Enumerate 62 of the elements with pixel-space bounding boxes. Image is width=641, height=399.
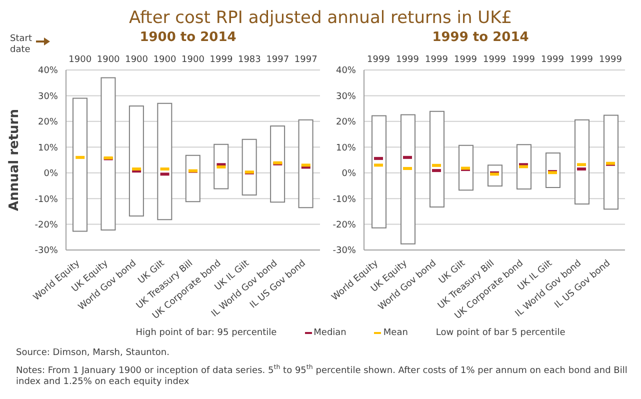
- bar: [157, 102, 172, 220]
- text: 1900: [96, 55, 120, 65]
- bar: [430, 110, 444, 208]
- text: 1999: [425, 55, 448, 65]
- text: 1999: [210, 55, 233, 65]
- y-tick-label: 10%: [336, 143, 356, 154]
- bar: [72, 98, 88, 232]
- bar: [185, 154, 200, 202]
- bar: [298, 119, 314, 208]
- text: 1999: [599, 55, 622, 65]
- bar: [270, 126, 286, 203]
- bar: [372, 115, 386, 228]
- legend-label: Median: [312, 328, 346, 340]
- y-tick-label: 30%: [336, 92, 356, 102]
- text: 1900: [182, 55, 205, 65]
- y-tick-label: -30%: [34, 246, 58, 256]
- bar: [100, 77, 116, 230]
- text: 1997: [266, 55, 290, 65]
- bar: [574, 119, 590, 204]
- y-tick-label: 0%: [44, 169, 58, 180]
- bar: [242, 138, 257, 196]
- text: 1999: [396, 55, 420, 65]
- y-tick-label: -10%: [332, 194, 356, 205]
- text: 1997: [294, 55, 318, 65]
- bar: [546, 152, 560, 188]
- y-tick-label: -30%: [332, 246, 356, 256]
- text: 1999: [483, 55, 506, 65]
- text: 1999: [512, 55, 536, 65]
- y-tick-label: -20%: [332, 220, 356, 230]
- y-tick-label: -20%: [34, 220, 58, 230]
- chart-subtitle: 1900 to 2014: [140, 30, 236, 45]
- y-tick-label: 10%: [38, 143, 58, 154]
- legend-label: Mean: [382, 328, 408, 340]
- bar: [604, 114, 618, 210]
- text: 1900: [125, 55, 148, 65]
- bar: [214, 144, 229, 190]
- y-tick-label: -10%: [34, 194, 58, 205]
- text: Notes: From 1 January 1900 or inception of data series. 5$^{th}$ to 95$^{th}$ percentile shown. After costs of 1% per annum on each bond and Bill index and 1.25% on each equity index: [16, 364, 628, 387]
- text: 1999: [367, 55, 390, 65]
- bar: [516, 144, 532, 190]
- y-axis-title: Annual return: [7, 109, 22, 211]
- source-note: Source: Dimson, Marsh, Staunton.: [16, 348, 170, 358]
- text: 1983: [238, 55, 261, 65]
- text: Start date: [10, 34, 33, 56]
- text: 1999: [541, 55, 564, 65]
- bar: [400, 114, 416, 244]
- bar: [128, 106, 144, 217]
- text: Low point of bar 5 percentile: [436, 328, 566, 340]
- chart-title: After cost RPI adjusted annual returns in UK£: [128, 8, 514, 30]
- y-tick-label: 0%: [342, 169, 356, 180]
- y-tick-label: 20%: [38, 118, 58, 128]
- bar: [458, 144, 474, 191]
- y-tick-label: 40%: [336, 66, 356, 76]
- chart-subtitle: 1999 to 2014: [431, 30, 530, 47]
- y-tick-label: 40%: [38, 66, 58, 76]
- text: High point of bar: 95 percentile: [136, 328, 277, 340]
- text: 1900: [153, 55, 177, 65]
- text: 1900: [68, 55, 92, 65]
- text: 1999: [570, 55, 594, 65]
- text: 1999: [454, 55, 478, 65]
- y-tick-label: 30%: [38, 92, 58, 102]
- y-tick-label: 20%: [336, 118, 356, 128]
